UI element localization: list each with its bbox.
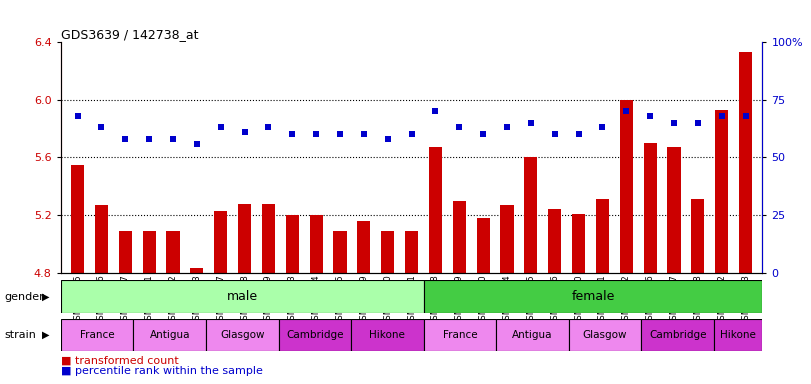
Bar: [118, 231, 132, 273]
Bar: [206, 319, 278, 351]
Bar: [500, 205, 513, 273]
Bar: [166, 231, 179, 273]
Text: Glasgow: Glasgow: [583, 330, 628, 340]
Bar: [642, 319, 714, 351]
Bar: [477, 218, 490, 273]
Text: ■ transformed count: ■ transformed count: [61, 356, 178, 366]
Text: GDS3639 / 142738_at: GDS3639 / 142738_at: [61, 28, 199, 41]
Text: Hikone: Hikone: [720, 330, 756, 340]
Text: ▶: ▶: [42, 291, 49, 302]
Text: Antigua: Antigua: [513, 330, 553, 340]
Bar: [596, 199, 609, 273]
Bar: [620, 100, 633, 273]
Bar: [423, 319, 496, 351]
Bar: [525, 157, 538, 273]
Text: Antigua: Antigua: [149, 330, 190, 340]
Text: Cambridge: Cambridge: [649, 330, 706, 340]
Text: strain: strain: [4, 330, 36, 340]
Bar: [405, 231, 418, 273]
Text: Glasgow: Glasgow: [220, 330, 264, 340]
Bar: [423, 280, 762, 313]
Bar: [310, 215, 323, 273]
Bar: [95, 205, 108, 273]
Bar: [429, 147, 442, 273]
Bar: [238, 204, 251, 273]
Bar: [351, 319, 423, 351]
Text: ■ percentile rank within the sample: ■ percentile rank within the sample: [61, 366, 263, 376]
Bar: [214, 211, 227, 273]
Bar: [61, 280, 423, 313]
Bar: [71, 165, 84, 273]
Bar: [714, 319, 762, 351]
Bar: [548, 209, 561, 273]
Bar: [278, 319, 351, 351]
Bar: [644, 143, 657, 273]
Bar: [453, 200, 466, 273]
Text: ▶: ▶: [42, 330, 49, 340]
Bar: [262, 204, 275, 273]
Bar: [667, 147, 680, 273]
Text: France: France: [443, 330, 478, 340]
Bar: [691, 199, 705, 273]
Bar: [143, 231, 156, 273]
Bar: [715, 110, 728, 273]
Bar: [285, 215, 298, 273]
Text: female: female: [571, 290, 615, 303]
Bar: [61, 319, 133, 351]
Text: France: France: [79, 330, 114, 340]
Bar: [569, 319, 642, 351]
Bar: [191, 268, 204, 273]
Bar: [739, 52, 752, 273]
Bar: [333, 231, 346, 273]
Bar: [572, 214, 586, 273]
Text: Cambridge: Cambridge: [286, 330, 344, 340]
Text: male: male: [227, 290, 258, 303]
Bar: [381, 231, 394, 273]
Bar: [133, 319, 206, 351]
Text: gender: gender: [4, 291, 44, 302]
Text: Hikone: Hikone: [370, 330, 406, 340]
Bar: [496, 319, 569, 351]
Bar: [358, 221, 371, 273]
